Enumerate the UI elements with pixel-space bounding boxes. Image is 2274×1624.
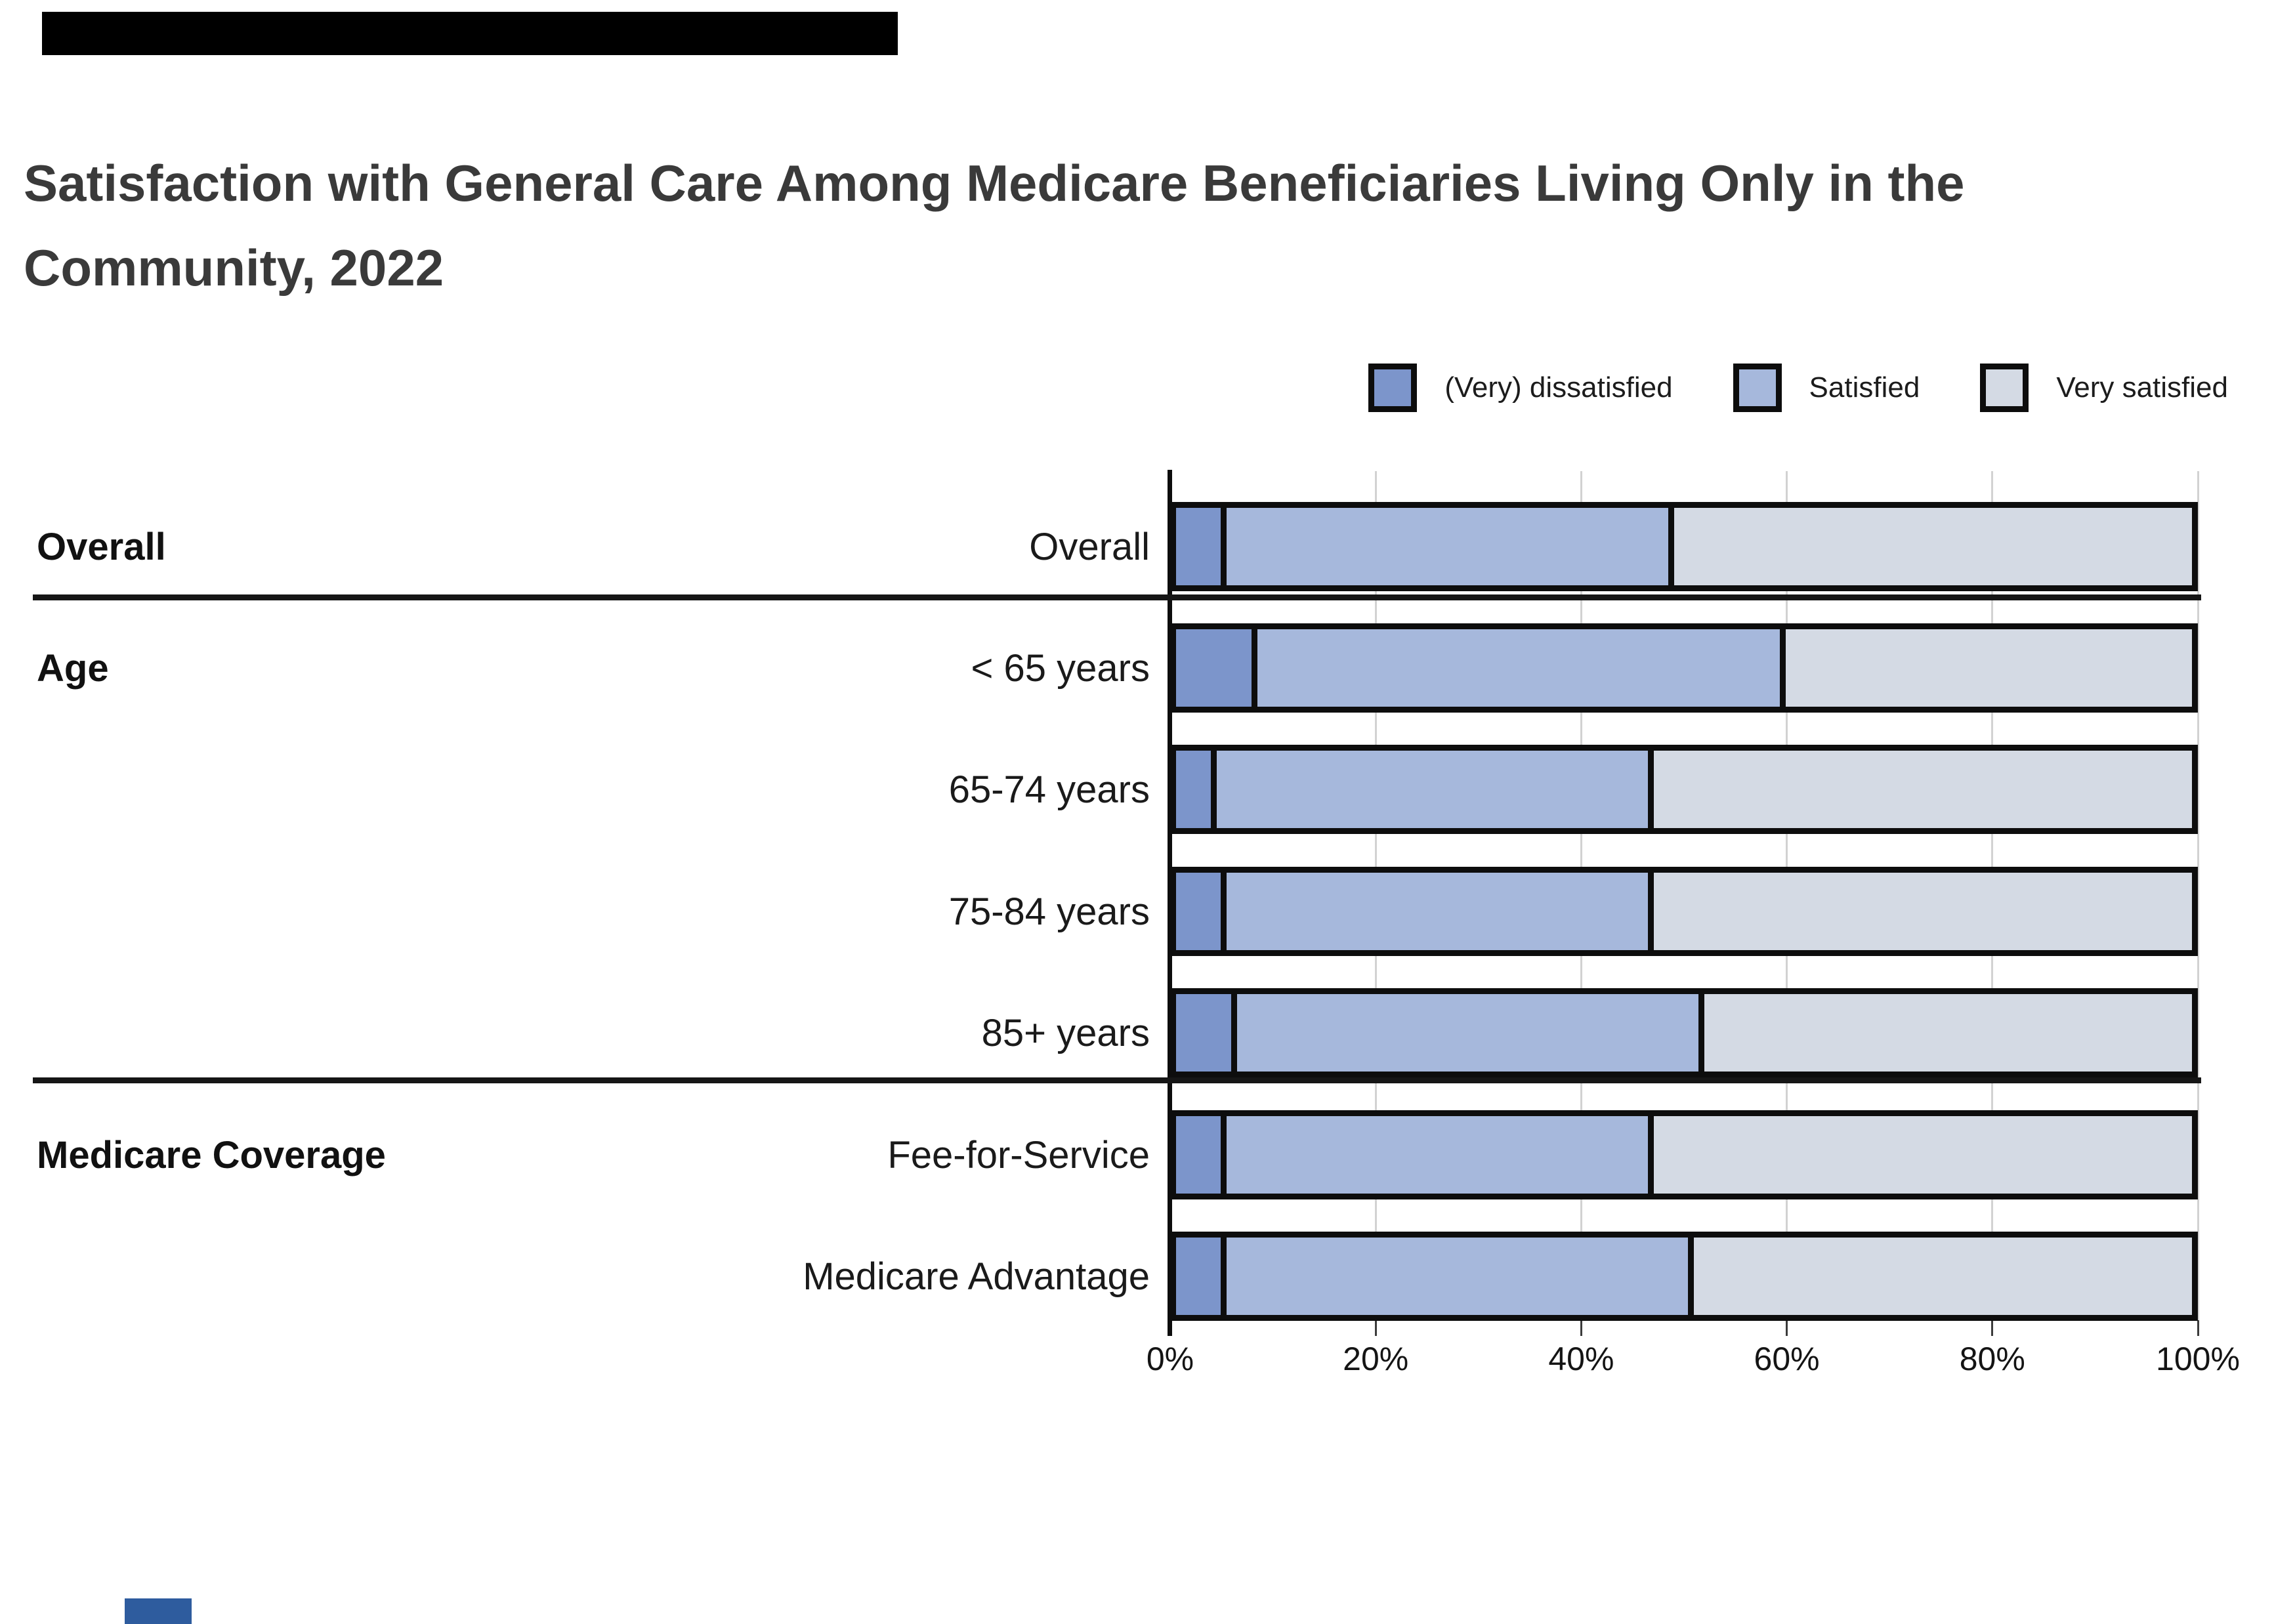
segment-very-satisfied: [1704, 994, 2192, 1072]
legend-swatch-icon: [1980, 364, 2029, 412]
segment-satisfied: [1216, 751, 1654, 828]
legend: (Very) dissatisfied Satisfied Very satisfi…: [1368, 362, 2228, 414]
segment-very-dissatisfied: [1176, 873, 1227, 950]
row-label: < 65 years: [971, 646, 1150, 690]
bar-row: [1170, 1232, 2198, 1321]
segment-very-satisfied: [1694, 1238, 2192, 1315]
legend-swatch-icon: [1733, 364, 1782, 412]
legend-item: Satisfied: [1733, 364, 1920, 412]
gridline-100: [2197, 471, 2199, 1320]
x-tick-label: 100%: [2156, 1341, 2240, 1377]
segment-very-dissatisfied: [1176, 1116, 1227, 1194]
segment-very-dissatisfied: [1176, 751, 1217, 828]
cropped-header-bar: [42, 12, 898, 55]
row-label: Medicare Advantage: [803, 1255, 1150, 1298]
segment-satisfied: [1257, 629, 1786, 707]
segment-very-dissatisfied: [1176, 629, 1257, 707]
segment-very-dissatisfied: [1176, 994, 1237, 1072]
row-label: 65-74 years: [948, 768, 1150, 811]
x-tick-label: 20%: [1343, 1341, 1409, 1377]
bar-row: [1170, 988, 2198, 1077]
row-label: 85+ years: [981, 1011, 1150, 1054]
group-separator: [33, 594, 2201, 600]
x-tick: [1374, 1320, 1377, 1336]
legend-label: Satisfied: [1809, 371, 1920, 404]
x-tick: [2197, 1320, 2199, 1336]
segment-very-dissatisfied: [1176, 508, 1227, 585]
group-label: Age: [37, 646, 109, 690]
segment-very-satisfied: [1785, 629, 2192, 707]
x-tick: [1580, 1320, 1582, 1336]
segment-very-dissatisfied: [1176, 1238, 1227, 1315]
bar-row: [1170, 623, 2198, 713]
group-separator: [33, 1077, 2201, 1083]
row-label: 75-84 years: [948, 890, 1150, 933]
x-tick-label: 80%: [1959, 1341, 2025, 1377]
segment-very-satisfied: [1653, 1116, 2192, 1194]
bar-row: [1170, 502, 2198, 591]
cropped-logo-mark: [125, 1598, 192, 1624]
group-label: Overall: [37, 525, 166, 568]
segment-satisfied: [1227, 1116, 1654, 1194]
x-tick-label: 40%: [1548, 1341, 1614, 1377]
row-label: Fee-for-Service: [887, 1133, 1150, 1176]
legend-swatch-icon: [1368, 364, 1418, 412]
segment-satisfied: [1227, 1238, 1695, 1315]
segment-very-satisfied: [1653, 873, 2192, 950]
row-label: Overall: [1029, 525, 1150, 568]
segment-satisfied: [1227, 508, 1674, 585]
segment-satisfied: [1236, 994, 1704, 1072]
segment-very-satisfied: [1674, 508, 2192, 585]
bar-row: [1170, 745, 2198, 834]
legend-item: Very satisfied: [1980, 364, 2228, 412]
legend-label: Very satisfied: [2056, 371, 2228, 404]
x-tick-label: 0%: [1146, 1341, 1194, 1377]
segment-very-satisfied: [1653, 751, 2192, 828]
segment-satisfied: [1227, 873, 1654, 950]
x-tick: [1991, 1320, 1994, 1336]
legend-label: (Very) dissatisfied: [1444, 371, 1673, 404]
x-tick-label: 60%: [1754, 1341, 1820, 1377]
bar-row: [1170, 1110, 2198, 1199]
bar-row: [1170, 867, 2198, 956]
x-tick: [1786, 1320, 1788, 1336]
group-label: Medicare Coverage: [37, 1133, 386, 1176]
y-axis-line: [1168, 470, 1172, 1336]
legend-item: (Very) dissatisfied: [1368, 364, 1673, 412]
chart-title: Satisfaction with General Care Among Med…: [24, 154, 1965, 297]
